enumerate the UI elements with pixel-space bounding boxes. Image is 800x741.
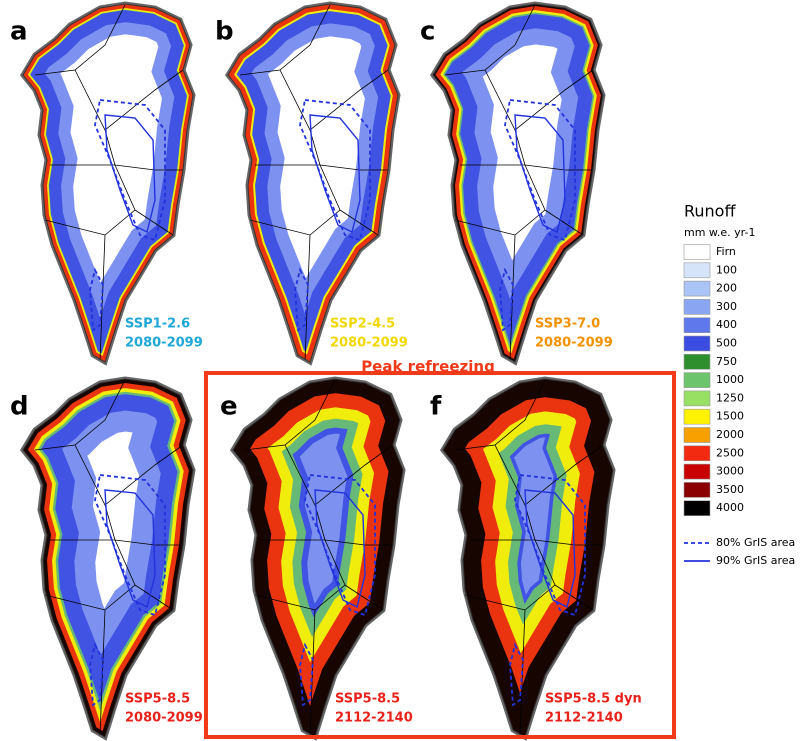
legend-swatch: [683, 353, 711, 370]
legend-label: 2000: [716, 428, 744, 441]
legend-swatch: [683, 280, 711, 297]
map-panel: c SSP3-7.0 2080-2099: [420, 4, 613, 362]
scenario-label: SSP3-7.0: [535, 317, 600, 332]
legend-unit: mm w.e. yr-1: [684, 226, 755, 239]
panel-letter: a: [10, 17, 28, 47]
legend-label: 80% GrIS area: [716, 536, 795, 549]
period-label: 2080-2099: [125, 336, 203, 351]
legend-label: 90% GrIS area: [716, 554, 795, 567]
legend-swatch: [683, 372, 711, 388]
legend-label: 500: [716, 337, 737, 350]
scenario-label: SSP5-8.5: [335, 692, 400, 707]
map-panel: d SSP5-8.5 2080-2099: [10, 379, 203, 737]
maps: a SSP1-2.6 2080-2099 b SSP2-4.5 2080-2099 c SSP…: [10, 4, 642, 737]
legend-label: 2500: [716, 446, 744, 459]
legend-label: 1250: [716, 391, 744, 404]
legend-label: 300: [716, 300, 737, 313]
legend-swatch: [683, 390, 711, 407]
map-panel: a SSP1-2.6 2080-2099: [10, 4, 203, 362]
scenario-label: SSP5-8.5: [125, 692, 190, 707]
period-label: 2080-2099: [330, 336, 408, 351]
legend-label: 3500: [716, 483, 744, 496]
highlight-label: Peak refreezing: [361, 358, 495, 376]
period-label: 2080-2099: [535, 336, 613, 351]
period-label: 2112-2140: [335, 711, 413, 726]
legend-swatch: [683, 408, 711, 425]
panel-letter: e: [220, 392, 238, 422]
highlight-box: [204, 371, 676, 739]
scenario-label: SSP5-8.5 dyn: [545, 692, 642, 707]
legend: Runoff mm w.e. yr-1 Firn 100 200 300 400 500 7…: [683, 202, 795, 567]
legend-swatch: [683, 500, 711, 517]
panel-letter: b: [215, 17, 234, 47]
legend-swatch: [683, 427, 711, 443]
legend-label: 1000: [716, 373, 744, 386]
map-panel: f SSP5-8.5 dyn 2112-2140: [430, 379, 642, 737]
panel-letter: c: [420, 17, 435, 47]
legend-swatch: [683, 317, 711, 334]
period-label: 2112-2140: [545, 711, 623, 726]
legend-swatch: [683, 445, 711, 462]
map-panel: b SSP2-4.5 2080-2099: [215, 4, 408, 362]
legend-label: 750: [716, 355, 737, 368]
legend-label: 3000: [716, 465, 744, 478]
legend-label: Firn: [716, 245, 736, 258]
legend-label: 200: [716, 282, 737, 295]
map-panel: e SSP5-8.5 2112-2140: [220, 379, 413, 737]
legend-swatch: [683, 244, 711, 260]
legend-label: 100: [716, 263, 737, 276]
legend-label: 1500: [716, 410, 744, 423]
panel-letter: f: [430, 392, 442, 422]
panel-letter: d: [10, 392, 29, 422]
legend-swatch: [683, 299, 711, 315]
legend-swatch: [683, 463, 711, 480]
scenario-label: SSP1-2.6: [125, 317, 190, 332]
legend-title: Runoff: [684, 202, 736, 221]
scenario-label: SSP2-4.5: [330, 317, 395, 332]
legend-swatch: [683, 482, 711, 498]
legend-label: 400: [716, 318, 737, 331]
legend-label: 4000: [716, 501, 744, 514]
legend-swatch: [683, 262, 711, 279]
legend-swatch: [683, 335, 711, 352]
period-label: 2080-2099: [125, 711, 203, 726]
